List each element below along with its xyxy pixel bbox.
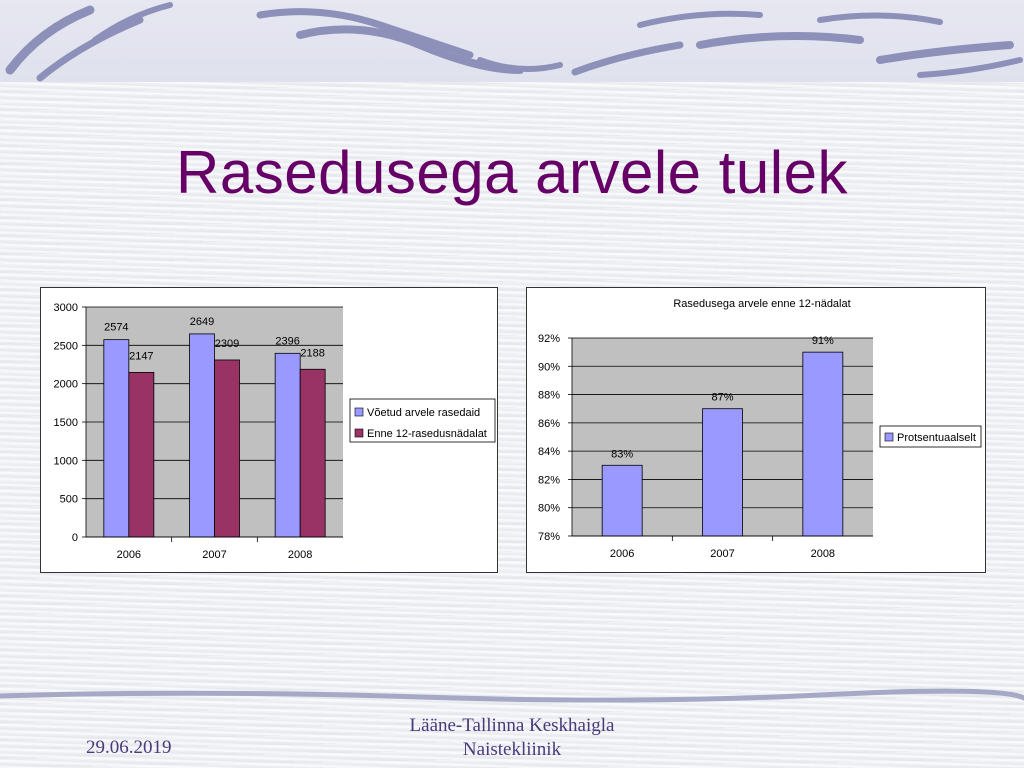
bar (103, 339, 130, 538)
data-label: 2188 (300, 347, 324, 359)
footer-clinic: Naistekliinik (462, 739, 562, 760)
decorative-bottom-band (0, 688, 1024, 706)
bar (128, 371, 155, 538)
x-tick-label: 2006 (117, 549, 141, 561)
bar (214, 359, 240, 538)
footer-date: 29.06.2019 (86, 737, 172, 758)
y-tick-label: 0 (72, 532, 78, 544)
y-tick-label: 92% (538, 333, 560, 345)
y-tick-label: 1000 (54, 455, 78, 467)
bar (601, 464, 643, 537)
legend-label: Enne 12-rasedusnädalat (367, 428, 487, 440)
chart-title: Rasedusega arvele enne 12-nädalat (673, 298, 850, 310)
x-tick-label: 2006 (610, 548, 634, 560)
legend-swatch (354, 428, 364, 438)
brush-strokes-decoration (5, 2, 1023, 82)
data-label: 2396 (275, 335, 299, 347)
bar (299, 368, 326, 538)
y-tick-label: 1500 (54, 417, 78, 429)
legend-label: Võetud arvele rasedaid (367, 407, 480, 419)
legend-swatch (354, 407, 364, 417)
y-tick-label: 82% (538, 474, 560, 486)
footer-organization: Lääne-Tallinna Keskhaigla Naistekliinik (362, 714, 662, 762)
bottom-stroke-decoration (0, 688, 1024, 703)
data-label: 83% (611, 448, 633, 460)
bar (189, 333, 215, 538)
page-title: Rasedusega arvele tulek (176, 139, 848, 206)
x-tick-label: 2008 (288, 549, 312, 561)
chart-percentage: Rasedusega arvele enne 12-nädalat 78% 80% 8… (526, 287, 986, 573)
legend-box (879, 425, 982, 448)
x-tick-label: 2007 (710, 548, 734, 560)
legend-label: Protsentuaalselt (897, 432, 976, 444)
y-tick-label: 2500 (54, 340, 78, 352)
legend-box (349, 398, 496, 443)
chart-registrations-svg: 0 500 1000 1500 2000 2500 3000 2574 2147 2006 2649… (54, 302, 496, 561)
data-label: 87% (711, 392, 733, 404)
y-tick-label: 84% (538, 446, 560, 458)
bar (702, 408, 743, 537)
y-tick-label: 80% (538, 503, 560, 515)
data-label: 2574 (104, 322, 128, 334)
legend-swatch (884, 432, 894, 442)
x-tick-label: 2008 (811, 548, 835, 560)
bar (274, 352, 301, 538)
data-label: 2649 (190, 316, 214, 328)
y-tick-label: 3000 (54, 302, 78, 314)
data-label: 2309 (215, 338, 239, 350)
bar (802, 351, 844, 537)
chart-percentage-svg: Rasedusega arvele enne 12-nädalat 78% 80% 8… (538, 298, 982, 560)
footer-hospital: Lääne-Tallinna Keskhaigla (409, 715, 615, 736)
data-label: 2147 (129, 350, 153, 362)
chart-registrations: 0 500 1000 1500 2000 2500 3000 2574 2147 2006 2649… (40, 287, 498, 573)
decorative-top-band (0, 0, 1024, 82)
data-label: 91% (812, 335, 834, 347)
y-tick-label: 2000 (54, 379, 78, 391)
y-tick-label: 90% (538, 361, 560, 373)
y-tick-label: 78% (538, 531, 560, 543)
y-tick-label: 88% (538, 390, 560, 402)
y-tick-label: 500 (60, 494, 78, 506)
y-tick-label: 86% (538, 418, 560, 430)
x-tick-label: 2007 (202, 549, 226, 561)
